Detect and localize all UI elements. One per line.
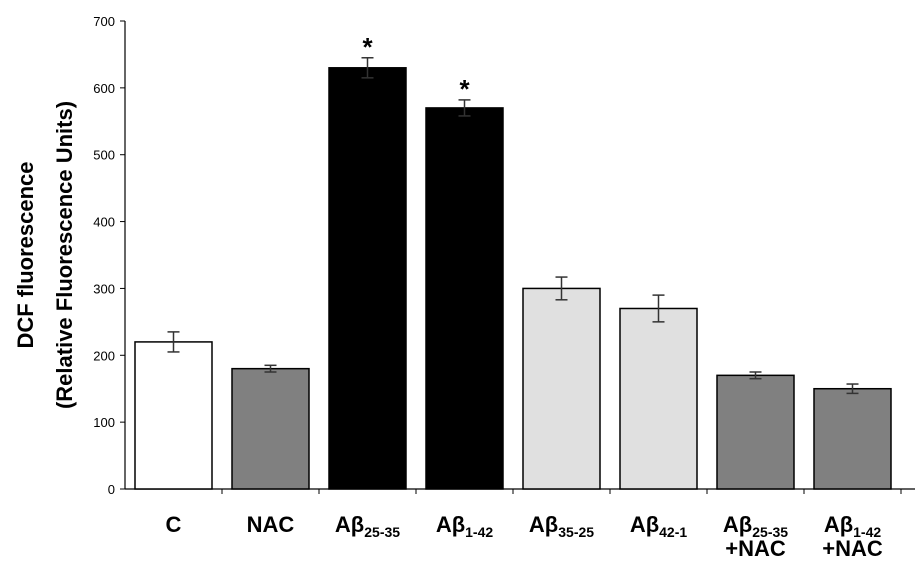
x-tick-label: Aβ1-42 [824,512,882,540]
x-axis-labels: C NAC Aβ25-35 Aβ1-42 Aβ35-25 Aβ42-1 Aβ25-35+NA… [166,512,883,561]
x-tick-label-line2: +NAC [822,536,883,561]
bar [134,341,213,490]
y-tick-label: 700 [93,14,115,29]
y-tick-label: 500 [93,148,115,163]
y-axis-ticks: 0 100 200 300 400 500 600 700 [93,14,125,497]
y-tick-label: 400 [93,215,115,230]
bar [328,67,407,490]
y-tick-label: 600 [93,81,115,96]
x-tick-label: Aβ25-35 [335,512,400,540]
x-tick-label: C [166,512,182,537]
bar [813,387,892,490]
bar [425,107,504,490]
y-tick-label: 0 [108,482,115,497]
bar [522,287,601,490]
bar [619,307,698,490]
x-tick-label: Aβ1-42 [436,512,494,540]
y-tick-label: 300 [93,281,115,296]
error-bars [167,57,859,395]
x-tick-label: NAC [247,512,295,537]
significance-marker: * [459,74,470,104]
y-axis-label-line: DCF fluorescence [13,161,38,348]
x-tick-label: Aβ35-25 [529,512,594,540]
y-axis-label-line: (Relative Fluorescence Units) [52,101,77,409]
bar [231,367,310,490]
bars [134,67,892,490]
x-tick-label: Aβ42-1 [630,512,688,540]
significance-marker: * [362,32,373,62]
y-tick-label: 100 [93,415,115,430]
x-tick-label: Aβ25-35 [723,512,788,540]
x-tick-label-line2: +NAC [725,536,786,561]
significance-annotations: ** [362,32,470,104]
bar [716,374,795,490]
y-tick-label: 200 [93,348,115,363]
y-axis-label: DCF fluorescence (Relative Fluorescence U… [13,101,77,409]
